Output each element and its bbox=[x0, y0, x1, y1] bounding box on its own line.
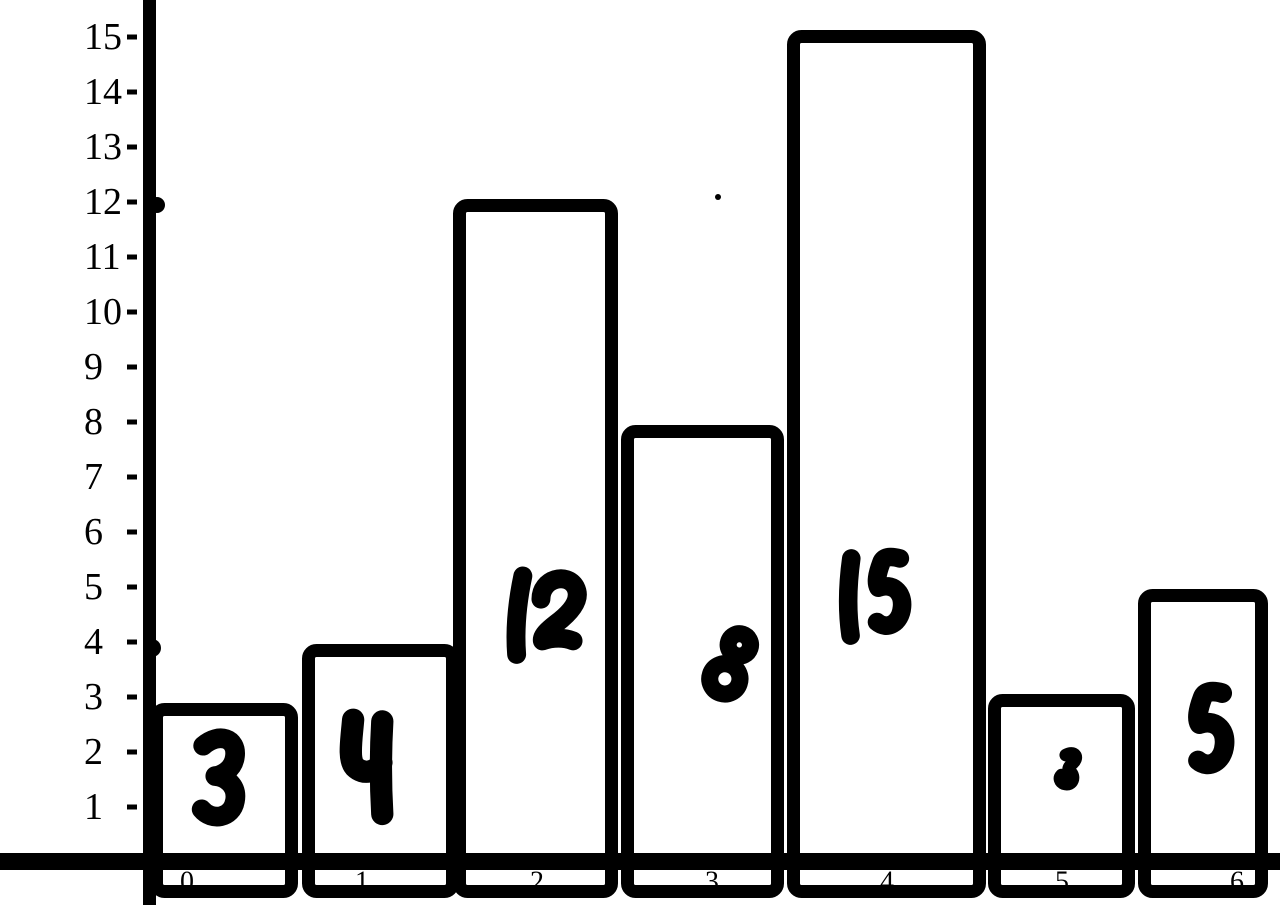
bar-value-annotation-4 bbox=[838, 547, 912, 645]
y-tick-label-6: 6 bbox=[84, 511, 103, 553]
y-tick-8 bbox=[127, 419, 137, 425]
y-tick-1 bbox=[127, 804, 137, 810]
y-tick-label-4: 4 bbox=[84, 621, 103, 663]
bar-2 bbox=[453, 199, 618, 898]
y-tick-12 bbox=[127, 199, 137, 205]
x-tick-label-3: 3 bbox=[705, 867, 719, 898]
bar-0 bbox=[150, 703, 298, 898]
y-tick-label-8: 8 bbox=[84, 401, 103, 443]
marker-smudge-1 bbox=[149, 197, 165, 213]
y-tick-6 bbox=[127, 529, 137, 535]
y-tick-label-2: 2 bbox=[84, 731, 103, 773]
bar-value-annotation-1 bbox=[339, 708, 394, 826]
x-tick-label-0: 0 bbox=[180, 867, 194, 898]
y-tick-4 bbox=[127, 639, 137, 645]
y-tick-3 bbox=[127, 694, 137, 700]
y-tick-7 bbox=[127, 474, 137, 480]
y-tick-10 bbox=[127, 309, 137, 315]
y-tick-14 bbox=[127, 89, 137, 95]
y-tick-label-14: 14 bbox=[84, 71, 122, 113]
y-tick-9 bbox=[127, 364, 137, 370]
marker-smudge-0 bbox=[143, 639, 161, 657]
handwritten-digit bbox=[1053, 747, 1083, 791]
y-tick-label-7: 7 bbox=[84, 456, 103, 498]
handwritten-digit bbox=[339, 708, 394, 826]
handwritten-digit bbox=[506, 566, 533, 664]
bar-4 bbox=[787, 30, 986, 898]
handwritten-digit bbox=[838, 549, 861, 645]
y-tick-15 bbox=[127, 34, 137, 40]
bar-3 bbox=[621, 425, 784, 898]
marker-smudge-2 bbox=[715, 194, 721, 200]
bar-5 bbox=[988, 694, 1135, 898]
y-tick-label-3: 3 bbox=[84, 676, 103, 718]
y-tick-label-15: 15 bbox=[84, 16, 122, 58]
y-tick-label-11: 11 bbox=[84, 236, 121, 278]
bar-6 bbox=[1138, 589, 1268, 898]
y-tick-label-5: 5 bbox=[84, 566, 103, 608]
y-tick-13 bbox=[127, 144, 137, 150]
bar-value-annotation-0 bbox=[191, 728, 246, 827]
x-tick-label-5: 5 bbox=[1055, 867, 1069, 898]
y-tick-2 bbox=[127, 749, 137, 755]
x-tick-label-4: 4 bbox=[880, 867, 894, 898]
bar-value-annotation-5 bbox=[1053, 747, 1083, 791]
y-tick-5 bbox=[127, 584, 137, 590]
y-axis-line bbox=[143, 0, 156, 905]
bar-value-annotation-2 bbox=[506, 566, 587, 664]
y-tick-label-12: 12 bbox=[84, 181, 122, 223]
handwritten-digit bbox=[701, 625, 760, 703]
handwritten-digit bbox=[531, 569, 587, 651]
handwritten-digit bbox=[191, 728, 246, 827]
y-tick-label-1: 1 bbox=[84, 786, 103, 828]
bar-value-annotation-6 bbox=[1188, 681, 1235, 775]
bar-value-annotation-3 bbox=[701, 625, 760, 703]
y-tick-label-10: 10 bbox=[84, 291, 122, 333]
x-tick-label-6: 6 bbox=[1230, 867, 1244, 898]
handwritten-digit bbox=[867, 547, 912, 635]
y-tick-label-13: 13 bbox=[84, 126, 122, 168]
y-tick-11 bbox=[127, 254, 137, 260]
handwritten-digit bbox=[1188, 681, 1235, 775]
x-axis-line bbox=[0, 853, 1280, 870]
x-tick-label-2: 2 bbox=[530, 867, 544, 898]
y-tick-label-9: 9 bbox=[84, 346, 103, 388]
x-tick-label-1: 1 bbox=[355, 867, 369, 898]
